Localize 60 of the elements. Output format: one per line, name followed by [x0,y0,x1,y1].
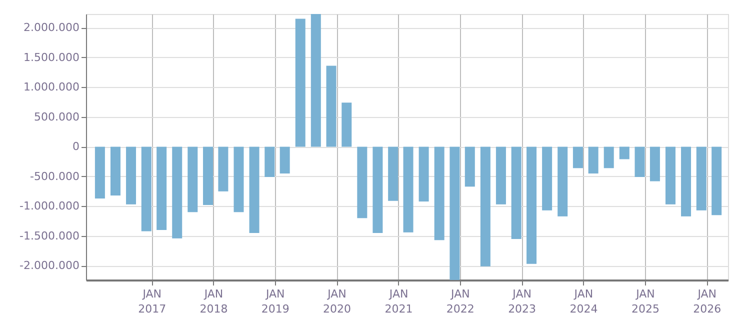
y-tick-label: 1.500.000 [24,50,80,64]
x-tick-label: JAN 2018 [200,288,228,313]
bar [496,146,506,204]
bar [634,146,645,178]
bar [310,14,321,147]
y-tick-label: -2.000.000 [20,259,80,272]
x-tick-label: JAN 2021 [384,288,413,313]
bar [604,146,614,168]
bar [588,146,598,174]
y-tick-label: 0 [72,140,80,154]
x-tick-label: JAN 2023 [508,288,536,313]
y-tick-label: 500.000 [34,110,80,124]
bar [450,146,460,280]
bar [403,146,414,232]
bar [650,146,660,182]
x-tick-label: JAN 2025 [631,288,660,313]
bar [696,146,706,210]
bar [342,102,352,147]
bar [326,66,336,147]
bar [464,146,475,187]
x-tick-label: JAN 2020 [323,288,352,313]
bar [126,146,136,204]
bar [572,146,583,168]
bar [110,146,120,196]
y-tick-label: -500.000 [30,170,80,183]
bar [542,146,552,210]
bar [280,146,290,174]
bar [172,146,182,238]
bar [188,146,198,212]
x-tick-label: JAN 2024 [570,288,598,313]
bar [388,146,398,201]
y-tick-label: -1.500.000 [20,229,80,242]
bar [511,146,522,239]
bar [681,146,692,216]
bar [558,146,568,216]
bar [372,146,383,233]
x-tick-label: JAN 2019 [261,288,290,313]
y-tick-label: 2.000.000 [24,21,80,34]
y-tick-label: -1.000.000 [20,200,80,213]
bar [418,146,429,202]
bar [218,146,228,192]
bar [480,146,490,266]
bar [249,146,260,233]
x-tick-label: JAN 2022 [446,288,474,313]
bar [234,146,244,212]
bar [94,146,105,198]
bar [264,146,275,178]
bar [156,146,167,230]
bar [203,146,214,206]
y-tick-label: 1.000.000 [24,80,80,94]
x-tick-label: JAN 2017 [138,288,166,313]
bar [295,18,306,147]
bar [619,146,630,160]
x-tick-label: JAN 2026 [693,288,722,313]
bar [357,146,368,218]
bar [526,146,537,264]
bar [141,146,152,232]
bar [712,146,722,216]
bar [665,146,676,204]
bar [434,146,444,240]
